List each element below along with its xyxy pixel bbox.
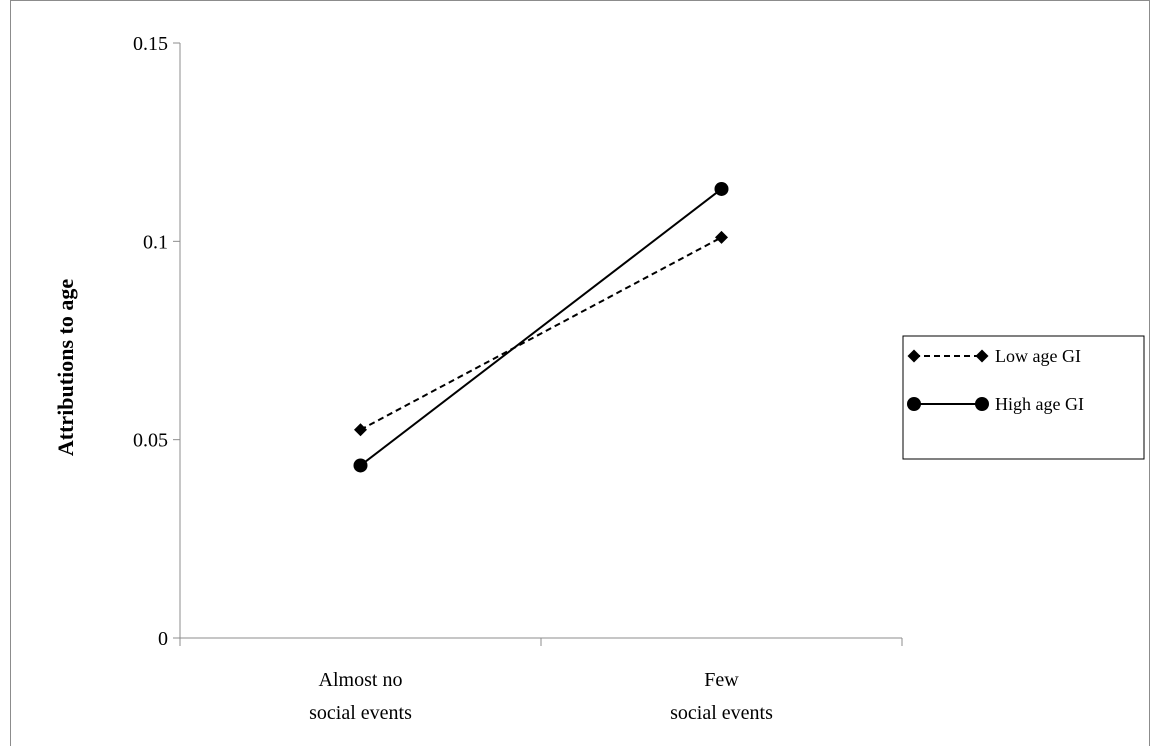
y-tick-label: 0.15	[133, 33, 168, 55]
y-tick-label: 0	[158, 628, 168, 650]
legend-marker-end	[975, 397, 989, 411]
series-line	[360, 236, 722, 431]
data-point	[354, 423, 367, 437]
series-high-age-gi	[353, 181, 729, 473]
series-layer	[353, 181, 729, 473]
x-tick-label: Almost no social events	[309, 669, 412, 724]
legend-box	[902, 335, 1145, 460]
legend-marker-end	[975, 349, 989, 363]
y-axis-title: Attributions to age	[53, 279, 78, 456]
legend-marker-start	[907, 349, 921, 363]
series-low-age-gi	[354, 230, 728, 437]
x-tick-label: Few social events	[670, 669, 773, 724]
y-tick-label: 0.05	[133, 430, 168, 452]
legend-label: Low age GI	[995, 346, 1081, 366]
series-line	[359, 188, 723, 467]
legend: Low age GI High age GI	[902, 335, 1145, 460]
data-point	[715, 230, 728, 244]
data-point	[353, 458, 368, 473]
chart-frame	[10, 0, 1150, 746]
legend-item: High age GI	[907, 394, 1084, 414]
axes: 0 0.05 0.1 0.15 Almost no social events Few soc…	[53, 33, 903, 724]
legend-label: High age GI	[995, 394, 1084, 414]
legend-marker-start	[907, 397, 921, 411]
legend-item: Low age GI	[907, 346, 1081, 366]
data-point	[714, 181, 729, 196]
y-tick-label: 0.1	[143, 231, 168, 253]
